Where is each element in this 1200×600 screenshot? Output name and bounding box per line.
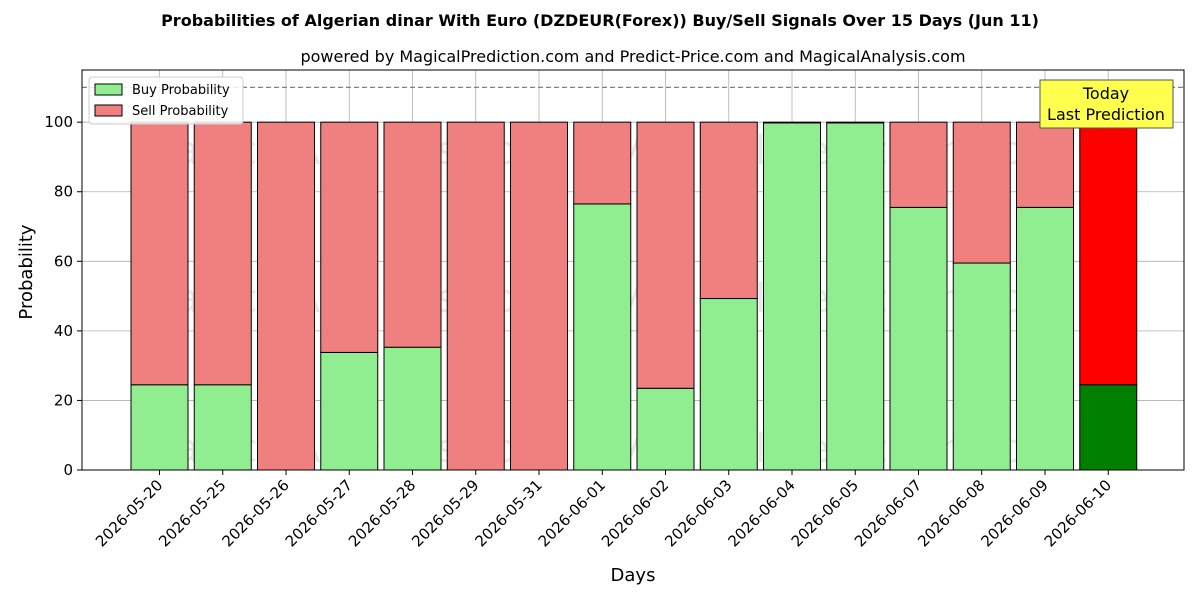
chart-title: Probabilities of Algerian dinar With Eur… <box>161 11 1039 30</box>
legend-label: Buy Probability <box>132 83 230 98</box>
x-tick-label: 2026-06-09 <box>977 476 1051 550</box>
buy-bar-2026-06-05 <box>826 122 885 471</box>
x-ticks: 2026-05-202026-05-252026-05-262026-05-27… <box>92 470 1115 550</box>
x-tick-label: 2026-05-26 <box>218 476 292 550</box>
sell-bar-2026-05-25 <box>193 121 252 386</box>
buy-bar-2026-06-09 <box>1016 206 1074 471</box>
plot-frame <box>81 69 1185 471</box>
x-tick-label: 2026-06-08 <box>914 476 988 550</box>
x-tick-label: 2026-06-04 <box>724 476 798 550</box>
sell-bar-2026-05-31 <box>510 121 568 471</box>
buy-bar-2026-05-28 <box>383 346 442 471</box>
sell-bar-2026-06-02 <box>636 121 695 389</box>
sell-bar-2026-06-04 <box>763 121 821 124</box>
legend: Buy Probability Sell Probability <box>88 76 244 125</box>
sell-bar-2026-05-20 <box>130 121 189 386</box>
sell-bar-2026-06-03 <box>699 121 758 300</box>
legend-swatch-0 <box>94 83 123 96</box>
buy-bar-2026-06-07 <box>889 206 948 471</box>
buy-bar-2026-05-20 <box>130 384 189 471</box>
annotation-line2: Last Prediction <box>1047 105 1165 124</box>
plot-border <box>81 69 1185 471</box>
legend-label: Sell Probability <box>132 104 229 119</box>
today-annotation: Today Last Prediction <box>1039 79 1174 129</box>
sell-bar-2026-05-28 <box>383 121 442 348</box>
buy-bar-2026-06-03 <box>699 298 758 471</box>
sell-bar-2026-05-29 <box>446 121 505 471</box>
sell-bar-2026-06-05 <box>826 121 885 124</box>
x-axis-label: Days <box>611 565 656 586</box>
y-tick-label: 40 <box>54 322 73 340</box>
x-tick-label: 2026-06-03 <box>661 476 735 550</box>
x-tick-label: 2026-06-05 <box>788 476 862 550</box>
sell-bar-2026-06-01 <box>573 121 632 205</box>
sell-bar-2026-05-27 <box>320 121 379 353</box>
legend-swatch-1 <box>94 104 123 117</box>
y-axis-label: Probability <box>16 224 37 319</box>
annotation-box <box>1039 79 1174 129</box>
x-tick-label: 2026-05-29 <box>408 476 482 550</box>
x-tick-label: 2026-06-07 <box>851 476 925 550</box>
y-tick-label: 0 <box>63 461 73 479</box>
sell-bar-2026-06-10 <box>1079 121 1138 386</box>
bars <box>130 121 1138 471</box>
buy-bar-2026-06-08 <box>952 262 1011 471</box>
sell-bar-2026-05-26 <box>257 121 315 471</box>
buy-bar-2026-06-10 <box>1079 384 1138 471</box>
y-tick-label: 80 <box>54 183 73 201</box>
y-tick-label: 100 <box>44 113 73 131</box>
x-tick-label: 2026-05-25 <box>155 476 229 550</box>
y-tick-label: 60 <box>54 252 73 270</box>
buy-bar-2026-05-27 <box>320 351 379 471</box>
chart-subtitle: powered by MagicalPrediction.com and Pre… <box>300 47 965 66</box>
sell-bar-2026-06-09 <box>1016 121 1074 208</box>
x-tick-label: 2026-05-20 <box>92 476 166 550</box>
annotation-line1: Today <box>1082 84 1129 103</box>
legend-box <box>88 76 244 125</box>
x-tick-label: 2026-06-02 <box>598 476 672 550</box>
x-tick-label: 2026-05-27 <box>282 476 356 550</box>
buy-bar-2026-06-04 <box>763 122 821 471</box>
sell-bar-2026-06-08 <box>952 121 1011 264</box>
buy-bar-2026-05-25 <box>193 384 252 471</box>
buy-bar-2026-06-01 <box>573 203 632 471</box>
buy-bar-2026-06-02 <box>636 387 695 471</box>
x-tick-label: 2026-05-28 <box>345 476 419 550</box>
x-tick-label: 2026-05-31 <box>471 476 545 550</box>
sell-bar-2026-06-07 <box>889 121 948 208</box>
x-tick-label: 2026-06-01 <box>535 476 609 550</box>
y-ticks: 0 20 40 60 80 100 <box>44 113 82 479</box>
x-tick-label: 2026-06-10 <box>1041 476 1115 550</box>
y-tick-label: 20 <box>54 391 73 409</box>
